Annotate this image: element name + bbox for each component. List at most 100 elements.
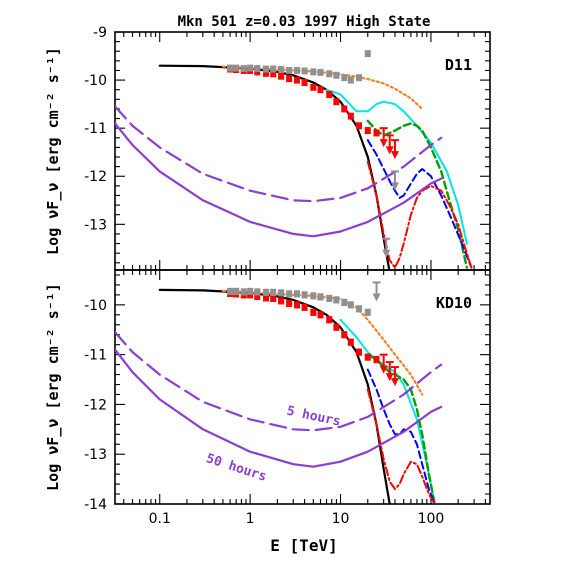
- data-point-observed_data: [301, 79, 308, 86]
- data-point-deabsorbed_data: [233, 65, 240, 72]
- upper-limit-deabsorbed_data: [390, 170, 399, 191]
- data-point-deabsorbed_data: [347, 301, 354, 308]
- data-point-observed_data: [286, 300, 293, 307]
- data-point-observed_data: [270, 295, 277, 302]
- y-tick-label: -12: [84, 397, 107, 413]
- series-model_red: [366, 388, 436, 504]
- data-point-observed_data: [310, 309, 317, 316]
- x-axis-label: E [TeV]: [270, 536, 337, 555]
- panel-kd10: 0.1 1 10 100 -10 -11 -12 -13 -14 Log νF_ν [erg cm…: [44, 269, 491, 527]
- data-point-deabsorbed_data: [247, 65, 254, 72]
- chart-title: Mkn 501 z=0.03 1997 High State: [178, 14, 431, 30]
- data-point-deabsorbed_data: [347, 77, 354, 84]
- data-point-observed_data: [341, 331, 348, 338]
- y-tick-label: -9: [93, 25, 107, 41]
- upper-limit-observed_data: [390, 139, 399, 160]
- data-point-observed_data: [333, 324, 340, 331]
- upper-limit-observed_data: [385, 134, 394, 155]
- panel-label: KD10: [436, 294, 472, 312]
- series-sensitivity-5-hours: [115, 105, 443, 203]
- data-point-observed_data: [294, 77, 301, 84]
- y-tick-label: -10: [84, 73, 107, 89]
- data-point-observed_data: [364, 127, 371, 134]
- y-tick-label: -14: [84, 497, 107, 513]
- series-sensitivity-50-hours: [115, 122, 443, 238]
- panel-label: D11: [445, 56, 472, 74]
- data-point-deabsorbed_data: [301, 291, 308, 298]
- data-point-deabsorbed_data: [254, 65, 261, 72]
- series-sensitivity-5-hours: [115, 331, 443, 432]
- data-point-deabsorbed_data: [294, 67, 301, 74]
- data-point-deabsorbed_data: [240, 65, 247, 72]
- data-point-observed_data: [263, 294, 270, 301]
- data-point-observed_data: [355, 349, 362, 356]
- upper-limit-observed_data: [379, 127, 388, 148]
- data-point-observed_data: [333, 98, 340, 105]
- data-point-observed_data: [373, 129, 380, 136]
- annotation-50-hours: 50 hours: [204, 451, 268, 485]
- plot-frame: [114, 269, 491, 505]
- y-tick-label: -11: [84, 121, 107, 137]
- plot-area: [115, 281, 443, 504]
- y-tick-label: -12: [84, 169, 107, 185]
- data-point-deabsorbed_data: [263, 66, 270, 73]
- annotation-5-hours: 5 hours: [285, 404, 342, 430]
- data-point-observed_data: [373, 356, 380, 363]
- data-point-deabsorbed_data: [333, 72, 340, 79]
- y-tick-label: -13: [84, 217, 107, 233]
- data-point-observed_data: [355, 122, 362, 129]
- data-point-deabsorbed_data: [364, 309, 371, 316]
- data-point-deabsorbed_data: [233, 288, 240, 295]
- series-model_blue: [366, 139, 473, 269]
- plot-area: [115, 50, 473, 270]
- data-point-deabsorbed_data: [278, 289, 285, 296]
- x-tick-label: 10: [332, 511, 350, 527]
- data-point-observed_data: [254, 293, 261, 300]
- data-point-observed_data: [347, 113, 354, 120]
- upper-limit-observed_data: [390, 366, 399, 387]
- data-point-deabsorbed_data: [317, 69, 324, 76]
- series-model_cyan: [325, 88, 468, 245]
- series-sensitivity-50-hours: [115, 348, 443, 468]
- data-point-deabsorbed_data: [310, 68, 317, 75]
- data-point-observed_data: [278, 297, 285, 304]
- data-point-observed_data: [317, 311, 324, 318]
- x-tick-label: 0.1: [149, 511, 171, 527]
- x-tick-label: 1: [246, 511, 255, 527]
- x-tick-label: 100: [418, 511, 445, 527]
- data-point-deabsorbed_data: [227, 288, 234, 295]
- data-point-deabsorbed_data: [355, 74, 362, 81]
- data-point-deabsorbed_data: [270, 66, 277, 73]
- data-point-deabsorbed_data: [301, 67, 308, 74]
- data-point-observed_data: [301, 304, 308, 311]
- data-point-deabsorbed_data: [240, 288, 247, 295]
- upper-limit-observed_data: [385, 361, 394, 382]
- data-point-deabsorbed_data: [341, 74, 348, 81]
- data-point-observed_data: [317, 86, 324, 93]
- data-point-observed_data: [263, 70, 270, 77]
- data-point-deabsorbed_data: [355, 305, 362, 312]
- data-point-deabsorbed_data: [326, 295, 333, 302]
- series-model_green: [366, 353, 436, 504]
- data-point-deabsorbed_data: [227, 65, 234, 72]
- data-point-deabsorbed_data: [263, 289, 270, 296]
- data-point-deabsorbed_data: [247, 288, 254, 295]
- data-point-deabsorbed_data: [254, 288, 261, 295]
- y-tick-label: -10: [84, 298, 107, 314]
- data-point-observed_data: [341, 105, 348, 112]
- data-point-observed_data: [310, 84, 317, 91]
- data-point-deabsorbed_data: [317, 293, 324, 300]
- data-point-observed_data: [270, 70, 277, 77]
- data-point-observed_data: [286, 75, 293, 82]
- upper-limit-deabsorbed_data: [372, 281, 381, 302]
- data-point-observed_data: [294, 301, 301, 308]
- panel-d11: -9 -10 -11 -12 -13 Log νF_ν [erg cm⁻² s⁻¹] D11: [44, 25, 491, 271]
- data-point-deabsorbed_data: [333, 296, 340, 303]
- data-point-observed_data: [326, 316, 333, 323]
- data-point-deabsorbed_data: [364, 50, 371, 57]
- y-axis-label: Log νF_ν [erg cm⁻² s⁻¹]: [44, 283, 62, 491]
- y-tick-label: -11: [84, 348, 107, 364]
- data-point-deabsorbed_data: [270, 289, 277, 296]
- data-point-observed_data: [326, 91, 333, 98]
